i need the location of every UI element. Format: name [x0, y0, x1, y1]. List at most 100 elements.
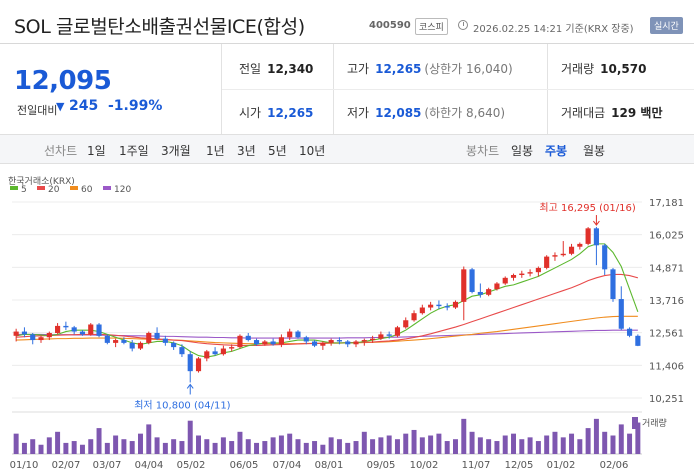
- ma20-line: [16, 273, 639, 346]
- x-tick-label: 10/02: [410, 460, 439, 471]
- candles: [13, 226, 641, 383]
- x-axis: 01/10 02/07 03/07 04/04 05/02 06/05 07/04 08/01…: [10, 460, 629, 471]
- candle-body: [593, 228, 599, 246]
- volume-bar: [411, 429, 417, 454]
- low-annotation: 최저 10,800 (04/11): [134, 399, 230, 411]
- legend-label: 20: [48, 185, 60, 195]
- period-5year-button[interactable]: 5년: [268, 144, 287, 158]
- monthly-candle-button[interactable]: 월봉: [583, 144, 606, 158]
- volume-bar: [602, 431, 608, 454]
- volume-bar: [635, 422, 641, 454]
- candle-body: [295, 331, 301, 338]
- stat-value: 12,265: [375, 62, 422, 76]
- candle-body: [204, 351, 210, 359]
- period-1year-button[interactable]: 1년: [206, 144, 225, 158]
- stat-amount: 거래대금 129 백만: [561, 104, 662, 121]
- candle-body: [303, 337, 309, 342]
- candle-body: [585, 228, 591, 244]
- x-tick-label: 12/05: [505, 460, 534, 471]
- volume-bar: [378, 437, 384, 454]
- chart-legend: 5 20 60 120: [10, 185, 131, 195]
- realtime-button[interactable]: 실시간: [650, 17, 683, 34]
- candle-body: [88, 324, 94, 335]
- candle-body: [63, 325, 69, 328]
- weekly-candle-button[interactable]: 주봉: [545, 144, 568, 158]
- stat-value: 10,570: [600, 62, 647, 76]
- chart-annotations: 최고 16,295 (01/16) 최저 10,800 (04/11): [134, 202, 636, 411]
- candle-body: [428, 304, 434, 308]
- period-10year-button[interactable]: 10년: [299, 144, 326, 158]
- volume-bar: [63, 442, 69, 454]
- volume-bar: [154, 437, 160, 454]
- volume-bar: [328, 437, 334, 454]
- candle-body: [287, 331, 293, 338]
- x-tick-label: 05/02: [177, 460, 206, 471]
- candle-body: [96, 324, 102, 336]
- x-tick-label: 02/07: [52, 460, 81, 471]
- volume-bar: [436, 433, 442, 454]
- stat-value: 12,340: [267, 62, 314, 76]
- candle-body: [494, 283, 500, 290]
- price-panel: 12,095 전일대비 ▼ 245 -1.99%: [0, 44, 222, 134]
- change-percent: -1.99%: [108, 98, 163, 114]
- legend-swatch: [37, 186, 45, 190]
- legend-swatch: [103, 186, 111, 190]
- volume-bar: [345, 442, 351, 454]
- candle-body: [602, 245, 608, 270]
- period-3year-button[interactable]: 3년: [237, 144, 256, 158]
- candle-body: [552, 255, 558, 257]
- candle-body: [535, 267, 541, 273]
- change-label: 전일대비: [17, 104, 58, 117]
- candle-body: [635, 335, 641, 346]
- volume-bar: [55, 431, 61, 454]
- candle-body: [129, 342, 135, 349]
- candle-body: [568, 246, 575, 254]
- price-chart[interactable]: 한국거래소(KRX) 5 20 60 120 17,181 16,025 14,871 13…: [0, 165, 694, 471]
- candle-body: [278, 337, 284, 345]
- x-tick-label: 09/05: [367, 460, 396, 471]
- candle-body: [510, 274, 517, 278]
- candle-body: [13, 331, 19, 336]
- change-value: 245: [69, 98, 99, 114]
- volume-bar: [171, 439, 177, 454]
- candle-body: [71, 327, 77, 332]
- volume-bar: [245, 439, 251, 454]
- clock-icon: [458, 20, 468, 30]
- candle-body: [477, 291, 483, 295]
- candle-body: [394, 327, 401, 336]
- candle-body: [403, 320, 409, 328]
- stat-high: 고가 12,265 (상한가 16,040): [347, 60, 513, 77]
- volume-bar: [121, 439, 127, 454]
- x-tick-label: 04/04: [135, 460, 164, 471]
- period-1day-button[interactable]: 1일: [87, 144, 106, 158]
- volume-bar: [254, 442, 260, 454]
- volume-bar: [270, 437, 276, 454]
- candle-body: [146, 332, 152, 343]
- volume-bar: [212, 442, 218, 454]
- candle-body: [46, 332, 52, 338]
- stat-value: 12,265: [267, 106, 314, 120]
- daily-candle-button[interactable]: 일봉: [511, 144, 534, 158]
- x-tick-label: 02/06: [600, 460, 629, 471]
- stat-value: 129 백만: [611, 106, 663, 120]
- y-tick-label: 17,181: [649, 198, 684, 209]
- candle-body: [245, 335, 251, 341]
- volume-bar: [204, 439, 210, 454]
- period-1week-button[interactable]: 1주일: [119, 144, 149, 158]
- x-tick-label: 03/07: [93, 460, 122, 471]
- candle-body: [320, 342, 326, 346]
- candle-body: [610, 269, 616, 300]
- candle-body: [626, 328, 633, 336]
- volume-bar: [96, 428, 102, 454]
- candle-body: [104, 335, 110, 343]
- volume-bar: [146, 424, 152, 454]
- candle-body: [179, 347, 185, 355]
- legend-swatch: [10, 186, 18, 190]
- line-chart-label: 선차트: [44, 144, 78, 158]
- market-badge: 코스피: [415, 18, 448, 35]
- candle-body: [544, 256, 550, 268]
- volume-bar: [610, 435, 616, 454]
- x-tick-label: 06/05: [230, 460, 259, 471]
- candle-body: [187, 354, 193, 372]
- period-3month-button[interactable]: 3개월: [161, 144, 191, 158]
